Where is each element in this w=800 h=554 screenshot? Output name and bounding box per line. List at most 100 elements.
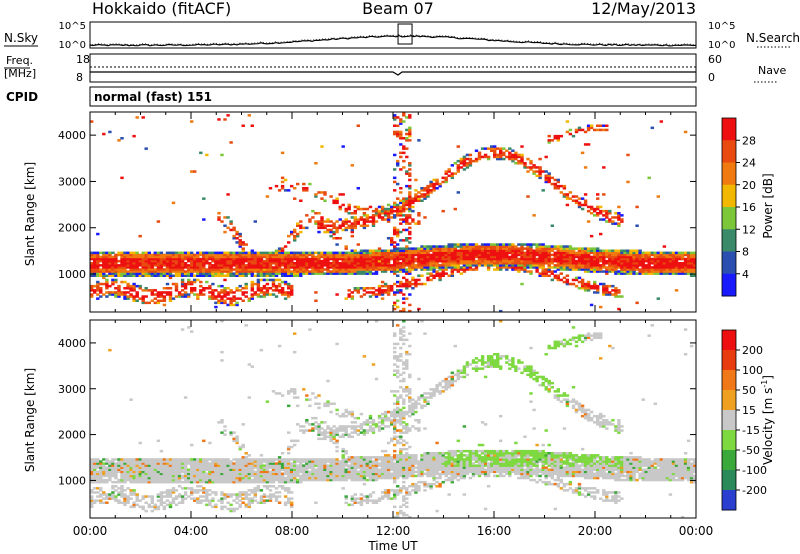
velocity-cell-980 [259, 454, 264, 457]
power-cell-154 [117, 284, 121, 288]
power-cell-456 [171, 264, 176, 267]
power-cell-1672 [371, 218, 376, 221]
velocity-cell-284 [141, 474, 145, 478]
power-cell-3190 [596, 124, 600, 127]
power-cell-850 [238, 268, 242, 271]
velocity-cell-704 [217, 472, 221, 476]
power-cell-3269 [608, 220, 612, 223]
velocity-cell-686 [214, 491, 218, 494]
power-cell-2009 [405, 128, 409, 132]
power-cell-908 [247, 266, 251, 269]
power-cell-1942 [402, 257, 406, 261]
velocity-cell-701 [217, 478, 221, 482]
power-cell-1722 [380, 280, 385, 284]
velocity-cell-696 [214, 462, 218, 465]
power-cell-915 [247, 251, 251, 255]
power-cell-2675 [514, 157, 518, 161]
power-cell-1707 [377, 255, 382, 259]
power-cell-2689 [517, 247, 521, 250]
power-cell-1418 [335, 255, 339, 259]
power-cell-1498 [347, 253, 351, 257]
power-cell-2 [90, 289, 94, 292]
power-cell-2410 [465, 262, 470, 265]
power-cell-1370 [326, 230, 330, 234]
power-cell-1292 [314, 268, 318, 271]
velocity-cell-982 [262, 501, 267, 504]
velocity-cell-528 [183, 460, 188, 463]
power-cell-2715 [523, 270, 527, 273]
velocity-cell-125 [111, 458, 115, 461]
power-cell-3508 [662, 259, 667, 263]
velocity-cell-133 [114, 474, 118, 478]
velocity-cell-439 [168, 474, 173, 478]
power-cell-1305 [314, 162, 318, 165]
velocity-cell-1124 [287, 472, 291, 476]
power-cell-166 [120, 291, 124, 294]
power-cell-3128 [589, 284, 594, 288]
power-cell-1887 [399, 309, 403, 313]
power-cell-1049 [271, 274, 276, 277]
power-cell-2520 [486, 251, 491, 255]
velocity-cell-961 [256, 460, 261, 463]
power-cell-2039 [408, 207, 412, 211]
velocity-cell-138 [114, 464, 118, 467]
power-cell-1002 [262, 264, 267, 267]
power-cell-1733 [380, 249, 385, 252]
power-cell-3036 [574, 130, 579, 134]
power-cell-2537 [490, 245, 494, 248]
velocity-cell-881 [244, 470, 248, 474]
power-cell-2443 [471, 268, 476, 271]
power-cell-480 [174, 251, 179, 255]
power-cell-1075 [274, 253, 279, 257]
power-cell-3382 [629, 255, 633, 259]
velocity-cell-598 [199, 499, 203, 502]
velocity-cell-80 [102, 462, 106, 465]
power-cell-958 [256, 284, 261, 288]
power-cell-1629 [365, 251, 370, 255]
power-cell-992 [262, 293, 267, 296]
power-cell-3498 [659, 255, 663, 259]
velocity-cell-463 [171, 462, 176, 465]
power-cell-1608 [362, 249, 367, 252]
velocity-cell-257 [135, 466, 139, 469]
power-cell-301 [141, 253, 145, 257]
power-cell-752 [223, 259, 227, 263]
power-cell-2605 [502, 249, 506, 252]
power-cell-1737 [380, 209, 385, 213]
power-cell-623 [202, 264, 206, 267]
power-cell-1458 [341, 228, 345, 232]
velocity-cell-1140 [290, 503, 294, 507]
power-cell-3227 [602, 214, 606, 217]
power-cell-3588 [683, 251, 688, 255]
velocity-cell-110 [111, 497, 115, 500]
velocity-cell-368 [156, 466, 161, 469]
power-cell-2186 [426, 187, 430, 190]
velocity-cell-318 [147, 466, 151, 469]
power-cell-2893 [553, 270, 557, 273]
power-cell-576 [193, 262, 197, 265]
power-cell-50 [96, 251, 100, 255]
power-cell-1074 [274, 255, 279, 259]
power-cell-3366 [626, 259, 630, 263]
power-cell-888 [244, 287, 248, 290]
velocity-cell-885 [244, 462, 248, 465]
power-cell-1254 [305, 259, 309, 263]
velocity-cell-500 [180, 497, 185, 500]
noise-spike [397, 23, 413, 45]
power-cell-459 [171, 257, 176, 261]
power-cell-493 [177, 255, 182, 259]
power-cell-2369 [456, 145, 460, 148]
velocity-cell-1007 [265, 470, 270, 474]
velocity-cell-760 [226, 493, 230, 496]
power-cell-2970 [565, 268, 570, 271]
velocity-cell-247 [135, 497, 139, 500]
power-cell-2824 [541, 259, 545, 263]
power-cell-1291 [314, 270, 318, 273]
velocity-cell-589 [196, 472, 200, 476]
velocity-cell-468 [174, 495, 179, 498]
velocity-cell-1113 [283, 458, 288, 461]
power-cell-1375 [329, 272, 333, 275]
velocity-cell-1222 [305, 474, 309, 478]
power-cell-61 [99, 264, 103, 267]
